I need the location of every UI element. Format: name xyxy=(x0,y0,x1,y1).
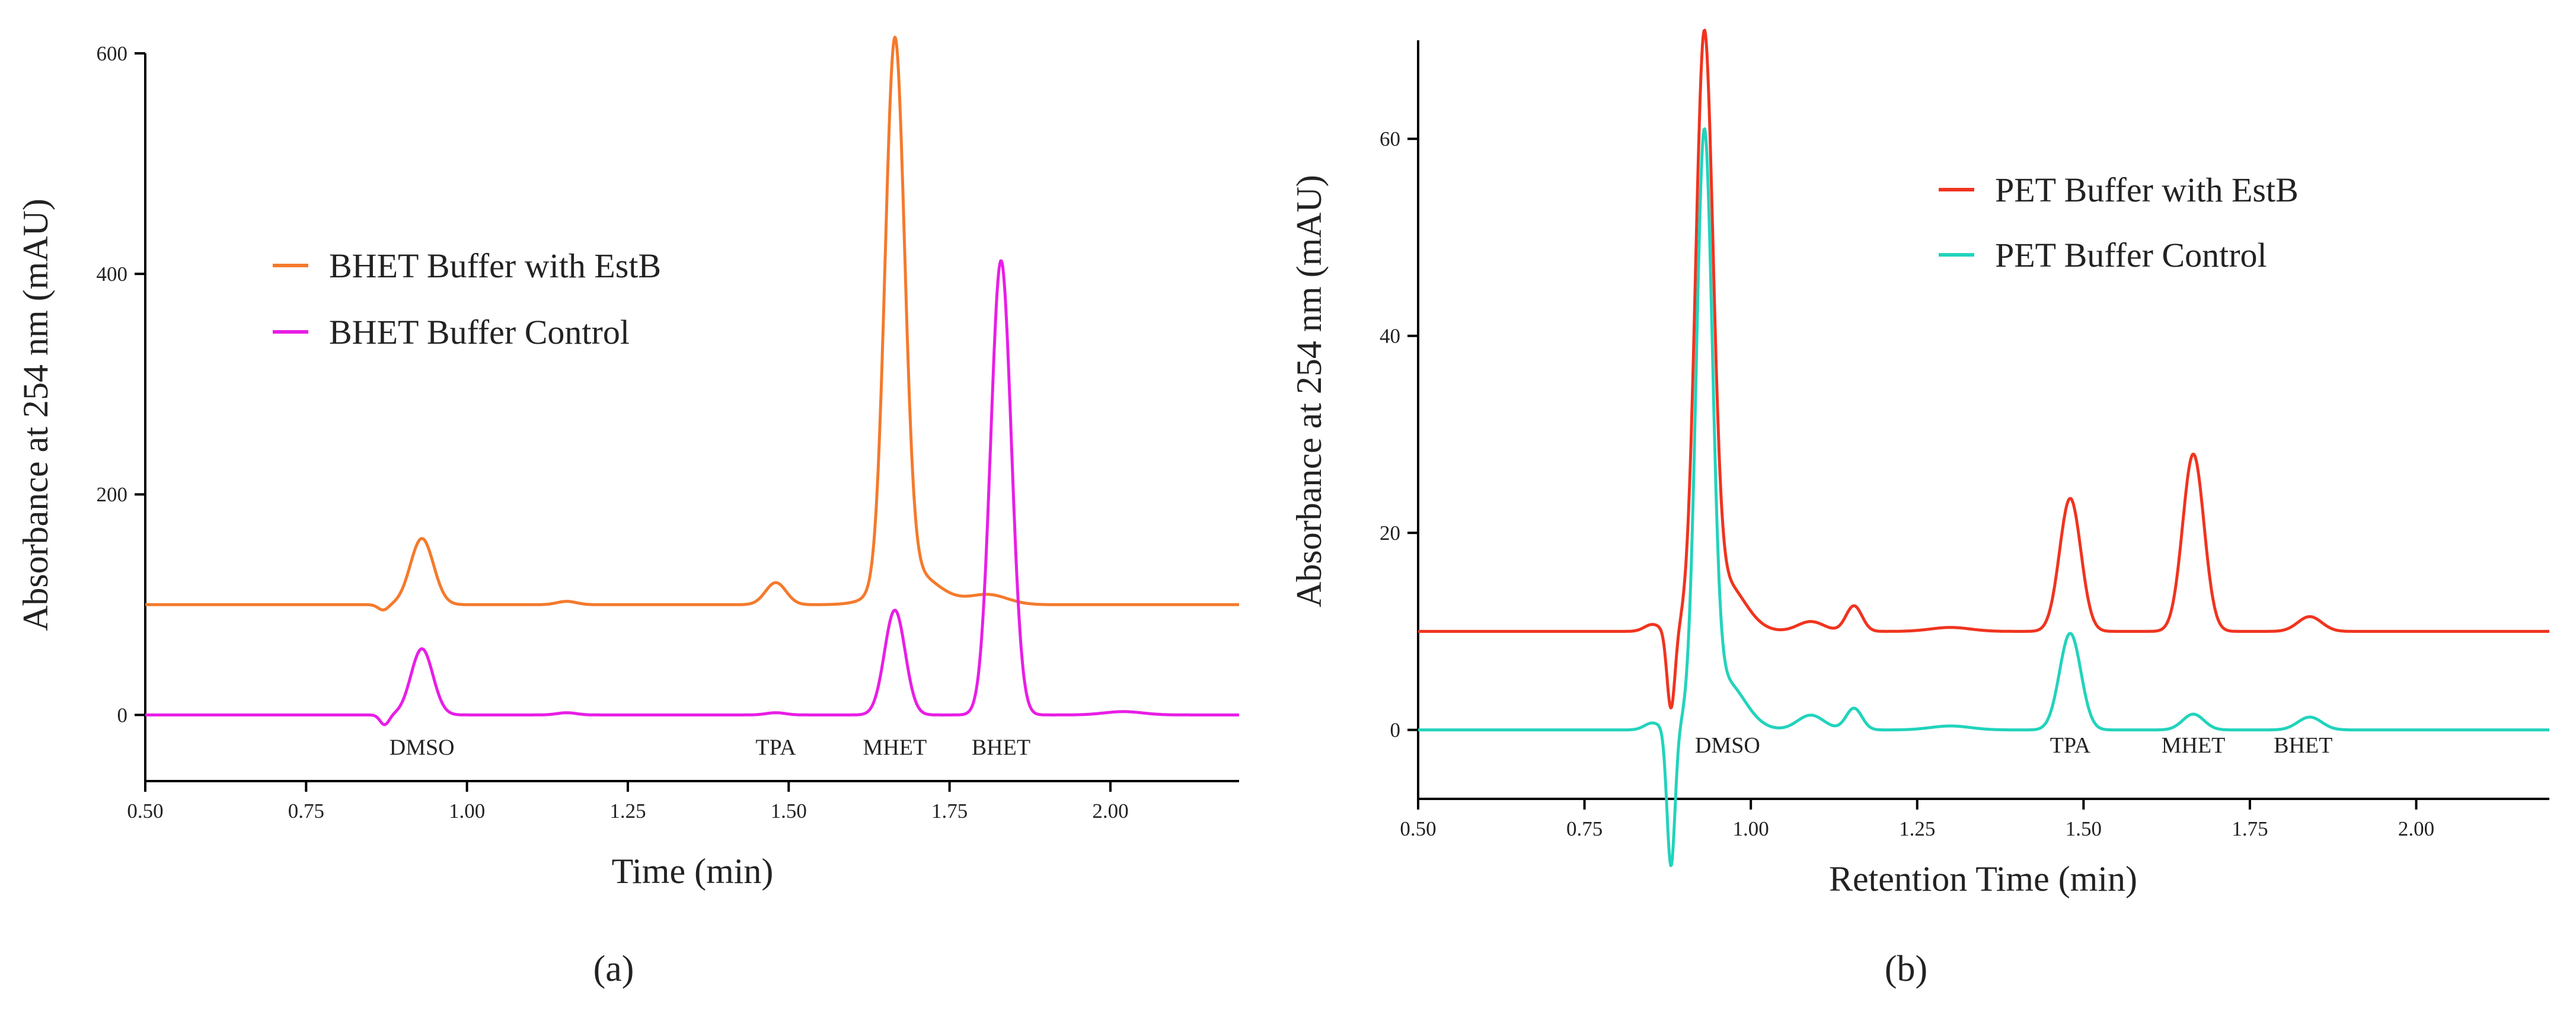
x-tick-label: 0.75 xyxy=(1566,817,1603,840)
legend-entry: BHET Buffer Control xyxy=(329,313,630,351)
y-axis-label: Absorbance at 254 nm (mAU) xyxy=(16,199,55,631)
chart-b: 0.50 0.75 1.00 1.25 1.50 1.75 2.00 0 20 40 60 DMSO T… xyxy=(1289,28,2551,989)
peak-label: BHET xyxy=(2274,733,2332,758)
x-axis-label: Retention Time (min) xyxy=(1829,859,2137,898)
peak-label: MHET xyxy=(2162,733,2226,758)
x-tick-label: 1.75 xyxy=(2232,817,2268,840)
x-tick-label: 1.50 xyxy=(771,799,807,823)
panel-label: (b) xyxy=(1885,949,1927,989)
legend-entry: PET Buffer with EstB xyxy=(1995,171,2299,209)
x-tick-label: 1.75 xyxy=(931,799,968,823)
peak-label: MHET xyxy=(863,735,927,760)
x-axis-label: Time (min) xyxy=(612,852,774,891)
x-tick-label: 1.00 xyxy=(1733,817,1769,840)
x-tick-label: 0.50 xyxy=(1400,817,1436,840)
x-tick-label: 0.50 xyxy=(127,799,163,823)
peak-label: BHET xyxy=(972,735,1030,760)
x-tick-label: 2.00 xyxy=(1092,799,1128,823)
series-line-0 xyxy=(1417,28,2551,709)
x-tick-label: 1.25 xyxy=(1899,817,1935,840)
y-tick-label: 40 xyxy=(1380,325,1400,348)
legend-entry: PET Buffer Control xyxy=(1995,236,2267,274)
peak-label: DMSO xyxy=(390,735,455,760)
x-tick-label: 1.00 xyxy=(449,799,485,823)
series-line-0 xyxy=(144,36,1240,612)
x-tick-label: 0.75 xyxy=(288,799,324,823)
x-tick-label: 2.00 xyxy=(2398,817,2434,840)
series-line-1 xyxy=(1417,127,2551,868)
y-tick-label: 0 xyxy=(117,703,128,727)
peak-label: TPA xyxy=(755,735,796,760)
y-tick-label: 20 xyxy=(1380,522,1400,545)
peak-label: TPA xyxy=(2050,733,2091,758)
y-tick-label: 0 xyxy=(1390,719,1401,742)
y-tick-label: 200 xyxy=(97,483,128,506)
peak-label: DMSO xyxy=(1695,733,1760,758)
panel-label: (a) xyxy=(593,949,634,989)
x-tick-label: 1.25 xyxy=(609,799,646,823)
x-tick-label: 1.50 xyxy=(2066,817,2102,840)
legend-entry: BHET Buffer with EstB xyxy=(329,247,661,285)
y-tick-label: 60 xyxy=(1380,127,1400,151)
chart-a: 0.50 0.75 1.00 1.25 1.50 1.75 2.00 0 200 400 600 DM… xyxy=(16,36,1240,989)
y-axis-label: Absorbance at 254 nm (mAU) xyxy=(1289,175,1329,607)
series-line-1 xyxy=(144,259,1240,727)
y-tick-label: 600 xyxy=(97,42,128,65)
y-tick-label: 400 xyxy=(97,263,128,286)
